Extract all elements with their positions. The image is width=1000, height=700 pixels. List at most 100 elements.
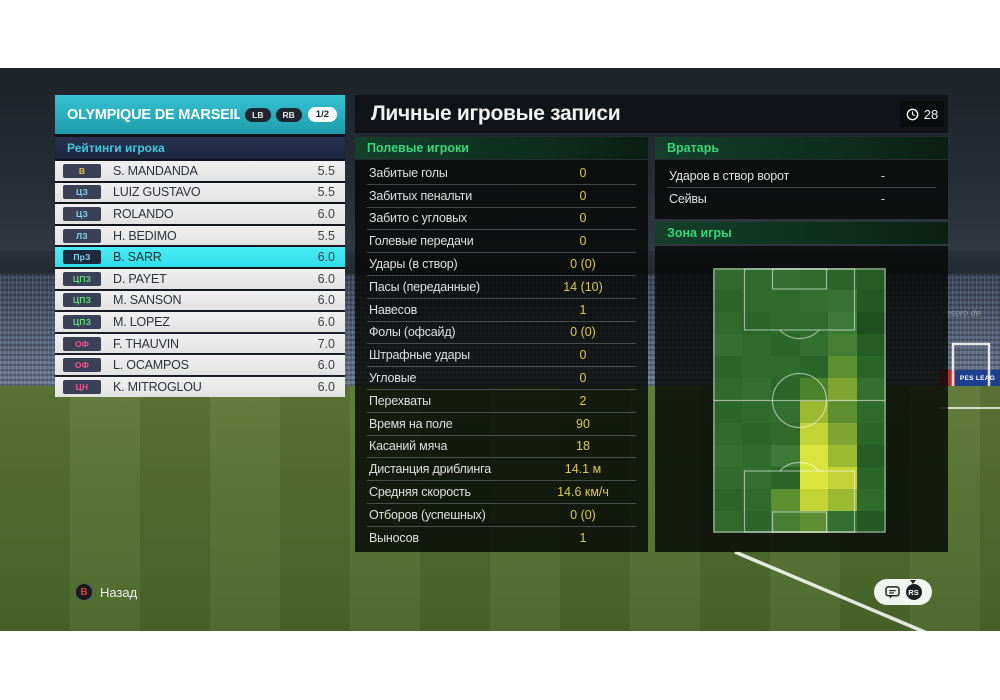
position-badge: ОФ [63,336,101,351]
ad-board: PES LEAG [940,370,1000,386]
page-indicator: 1/2 [307,107,337,122]
stat-label: Выносов [369,531,419,546]
player-name: H. BEDIMO [113,228,177,243]
b-button-icon: B [75,583,93,601]
player-name: B. SARR [113,250,162,265]
player-row[interactable]: ЦПЗ M. LOPEZ 6.0 [55,312,345,332]
stat-value: 90 [576,416,590,431]
play-zone-panel [655,246,948,552]
player-list: В S. MANDANDA 5.5 ЦЗ LUIZ GUSTAVO 5.5 ЦЗ… [55,161,345,397]
stat-row: Время на поле 90 [367,413,636,436]
player-name: F. THAUVIN [113,336,179,351]
position-badge: ЛЗ [63,228,101,243]
pitch-markings [713,268,886,533]
player-name: S. MANDANDA [113,163,198,178]
player-rating: 6.0 [317,250,335,265]
player-row[interactable]: В S. MANDANDA 5.5 [55,161,345,181]
stat-label: Дистанция дриблинга [369,462,491,477]
player-row[interactable]: ЦЗ ROLANDO 6.0 [55,204,345,224]
stat-row: Навесов 1 [367,299,636,322]
stat-value: 0 [579,211,587,226]
lb-bumper-icon[interactable]: LB [245,107,271,122]
player-name: K. MITROGLOU [113,379,202,394]
stat-label: Сейвы [669,192,707,207]
team-name: OLYMPIQUE DE MARSEILLE [67,106,241,123]
player-row-selected[interactable]: ПрЗ B. SARR 6.0 [55,247,345,267]
stat-row: Фолы (офсайд) 0 (0) [367,322,636,345]
stat-label: Угловые [369,371,417,386]
position-badge: ЦПЗ [63,314,101,329]
field-players-stats-table: Забитые голы 0 Забитых пенальти 0 Забито с… [355,160,648,552]
stat-row: Забитых пенальти 0 [367,185,636,208]
player-row[interactable]: ЛЗ H. BEDIMO 5.5 [55,225,345,246]
stat-label: Фолы (офсайд) [369,325,456,340]
stat-label: Перехваты [369,393,431,408]
team-ratings-panel: OLYMPIQUE DE MARSEILLE LB RB 1/2 Рейтинг… [55,95,345,397]
position-badge: ЦЗ [63,185,101,200]
ratings-header: Рейтинги игрока [55,137,345,159]
stat-value: - [880,192,886,207]
stat-label: Забито с угловых [369,211,467,226]
position-badge: ОФ [63,358,101,373]
stat-label: Пасы (переданные) [369,279,480,294]
stat-value: 0 [579,188,587,203]
player-row[interactable]: ЦЗ LUIZ GUSTAVO 5.5 [55,182,345,203]
stat-label: Забитых пенальти [369,188,472,203]
stat-row: Голевые передачи 0 [367,230,636,254]
position-badge: ЦН [63,379,101,394]
player-rating: 5.5 [317,185,335,200]
stat-label: Забитые голы [369,165,448,180]
play-zone-header: Зона игры [655,222,948,244]
player-rating: 6.0 [317,271,335,286]
stat-row: Перехваты 2 [367,390,636,413]
back-button[interactable]: B Назад [75,583,137,601]
stat-row: Забито с угловых 0 [367,208,636,231]
stat-label: Касаний мяча [369,439,448,454]
rb-bumper-icon[interactable]: RB [275,107,302,122]
heatmap-grid [713,268,886,533]
player-row[interactable]: ЦПЗ M. SANSON 6.0 [55,290,345,311]
stat-label: Средняя скорость [369,485,471,500]
goalkeeper-stats-table: Ударов в створ ворот - Сейвы - [655,160,948,219]
player-name: L. OCAMPOS [113,358,189,373]
stat-label: Голевые передачи [369,234,474,249]
heatmap-pitch [713,268,886,533]
player-row[interactable]: ОФ L. OCAMPOS 6.0 [55,355,345,375]
player-name: LUIZ GUSTAVO [113,185,201,200]
stat-value: 18 [576,439,590,454]
player-rating: 7.0 [317,336,335,351]
player-rating: 6.0 [317,379,335,394]
stat-value: 0 [579,371,587,386]
stat-label: Штрафные удары [369,348,470,363]
position-badge: ЦЗ [63,206,101,221]
player-row[interactable]: ЦПЗ D. PAYET 6.0 [55,268,345,289]
ad-board-pes-league: PES LEAG [955,370,1000,386]
player-row[interactable]: ОФ F. THAUVIN 7.0 [55,333,345,354]
player-name: ROLANDO [113,206,174,221]
stat-value: 0 (0) [570,325,596,340]
match-time-value: 28 [923,106,939,122]
stat-label: Удары (в створ) [369,257,458,272]
player-rating: 5.5 [317,228,335,243]
stat-row: Угловые 0 [367,367,636,390]
stand-banner-text: Tesoro de [941,308,981,318]
stat-value: 0 [579,234,587,249]
back-label: Назад [100,584,138,600]
player-row[interactable]: ЦН K. MITROGLOU 6.0 [55,376,345,397]
stat-row: Дистанция дриблинга 14.1 м [367,458,636,482]
stat-label: Ударов в створ ворот [669,168,789,183]
stat-value: 2 [579,393,587,408]
player-rating: 6.0 [317,206,335,221]
stat-row: Пасы (переданные) 14 (10) [367,276,636,299]
goalkeeper-header: Вратарь [655,137,948,159]
stat-row: Выносов 1 [367,527,636,550]
position-badge: ЦПЗ [63,293,101,308]
controller-hints[interactable]: RS [874,579,932,605]
player-rating: 6.0 [317,358,335,373]
stat-label: Навесов [369,302,418,317]
position-badge: В [63,163,101,178]
player-rating: 5.5 [317,163,335,178]
stat-row: Удары (в створ) 0 (0) [367,253,636,276]
stat-value: 14.6 км/ч [557,485,609,500]
